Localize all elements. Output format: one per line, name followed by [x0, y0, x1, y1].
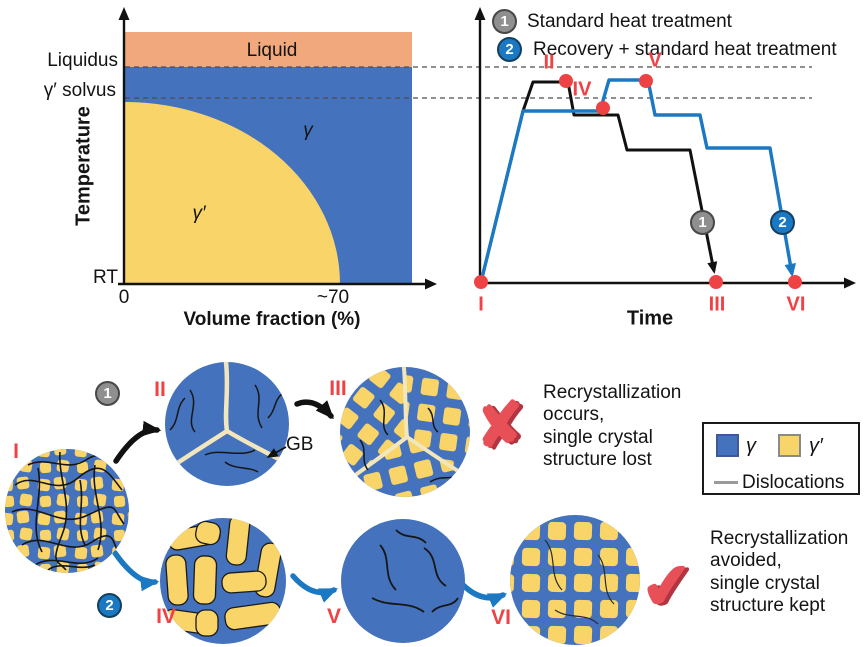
micro-stage-II: II [154, 377, 166, 401]
gamma-swatch [716, 434, 739, 457]
route-2-badge: 2 [97, 593, 122, 618]
liquidus-tick-label: Liquidus [47, 50, 118, 71]
microstructure-I [5, 449, 129, 573]
lost-line-2: occurs, [543, 404, 605, 426]
microstructure-V [341, 519, 465, 643]
micro-stage-III: III [329, 376, 347, 400]
gb-label: GB [286, 434, 314, 455]
lost-line-1: Recrystallization [543, 382, 682, 403]
legend-gamma-prime-label: γ′ [809, 435, 823, 457]
curve-recovery-treatment [479, 78, 796, 283]
dislocation-line-swatch [714, 481, 738, 484]
dashed-reference-lines [125, 66, 812, 99]
gamma-prime-region-label: γ′ [192, 203, 206, 225]
y-axis-arrow-right [474, 7, 486, 20]
legend-badge-2: 2 [497, 37, 522, 62]
lost-line-3: single crystal [543, 426, 653, 448]
solvus-tick-label: γ′ solvus [43, 80, 116, 101]
route-1-badge: 1 [95, 381, 120, 406]
chart-stage-V: V [648, 49, 662, 72]
chart-stage-IV: IV [572, 78, 592, 101]
y-axis-title-temperature: Temperature [72, 106, 95, 226]
microstructure-II [165, 362, 289, 486]
y-axis-arrow-left [118, 7, 130, 20]
chart-stage-II: II [543, 51, 555, 74]
legend-label-recovery: Recovery + standard heat treatment [533, 39, 837, 60]
gamma-prime-swatch [778, 434, 801, 457]
kept-line-4: structure kept [710, 595, 826, 617]
kept-line-2: avoided, [710, 550, 782, 572]
microstructure-VI [510, 515, 640, 645]
legend-badge-1: 1 [492, 9, 517, 34]
legend-label-standard: Standard heat treatment [527, 11, 732, 32]
lost-line-4: structure lost [543, 449, 652, 471]
curve-standard-treatment [479, 80, 718, 283]
kept-line-3: single crystal [710, 572, 820, 594]
x-tick-zero: 0 [118, 287, 130, 309]
route-arrows [112, 399, 508, 608]
stage-dots [474, 74, 802, 289]
chart-stage-I: I [478, 293, 484, 316]
recrystallization-lost-text: Recrystallization occurs, single crystal… [543, 382, 681, 472]
kept-line-1: Recrystallization [710, 528, 849, 549]
rt-tick-label: RT [93, 267, 118, 288]
micro-stage-VI: VI [491, 605, 511, 629]
chart-stage-III: III [708, 293, 726, 316]
micro-stage-V: V [326, 604, 342, 628]
recrystallization-kept-text: Recrystallization avoided, single crysta… [710, 528, 848, 618]
gamma-region-label: γ [303, 120, 313, 142]
x-mark-icon: ✘ [471, 389, 529, 462]
x-tick-seventy: ~70 [316, 287, 350, 309]
micro-stage-I: I [13, 439, 19, 463]
microstructure-IV [160, 518, 286, 644]
legend-dislocations-label: Dislocations [742, 472, 845, 493]
time-chart-axes [477, 18, 847, 285]
chart-stage-VI: VI [786, 293, 806, 316]
curve-badge-2: 2 [770, 210, 795, 235]
phase-diagram-regions [125, 32, 412, 284]
curve-badge-1: 1 [690, 210, 715, 235]
gb-pointer-arrow [266, 446, 287, 458]
liquid-region-label: Liquid [246, 40, 298, 62]
microstructure-III [340, 367, 470, 497]
micro-stage-IV: IV [156, 604, 176, 628]
x-axis-arrow-left [425, 278, 437, 290]
x-axis-title-time: Time [626, 307, 674, 330]
x-axis-arrow-right [844, 277, 856, 289]
phase-diagram-axes [118, 18, 428, 286]
x-axis-title-volume-fraction: Volume fraction (%) [183, 309, 361, 331]
phase-legend-box: γ γ′ Dislocations [702, 422, 860, 495]
legend-gamma-label: γ [746, 435, 756, 457]
check-mark-icon: ✔ [637, 549, 697, 625]
